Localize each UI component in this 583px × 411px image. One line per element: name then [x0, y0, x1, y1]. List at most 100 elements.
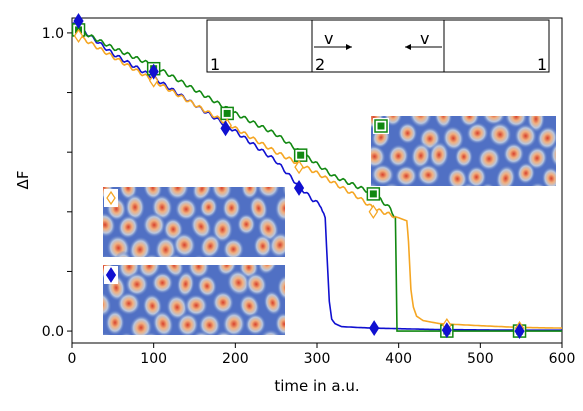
y-tick-label: 0.0 [42, 324, 64, 340]
data-point [148, 73, 159, 88]
pattern-blob [249, 195, 269, 222]
pattern-blob [561, 79, 583, 110]
thumbnail-markers [104, 118, 389, 284]
pattern-blob [434, 116, 453, 130]
x-tick-label: 0 [68, 351, 77, 367]
pattern-blob [199, 233, 222, 257]
pattern-blob [536, 125, 556, 151]
pattern-blob [221, 195, 242, 221]
pattern-blob [495, 164, 516, 186]
inset-label-2: 2 [315, 55, 325, 74]
pattern-blob [211, 187, 233, 202]
pattern-blob [244, 313, 267, 335]
pattern-blob [151, 271, 174, 295]
data-point-inner [369, 190, 377, 198]
pattern-blob [459, 116, 480, 128]
pattern-blob [226, 269, 251, 297]
x-tick-label: 500 [467, 351, 494, 367]
pattern-blob [514, 123, 538, 149]
pattern-blob [559, 164, 583, 193]
inset-label-v-left: v [420, 29, 429, 48]
pattern-blob [371, 144, 386, 169]
data-point [220, 120, 231, 137]
pattern-blob [488, 121, 513, 148]
pattern-blob [394, 164, 418, 186]
inset-label-v-right: v [324, 29, 333, 48]
x-tick-label: 400 [385, 351, 412, 367]
pattern-blob [245, 272, 268, 297]
pattern-blob [481, 116, 506, 126]
pattern-blob [190, 213, 212, 240]
pattern-blob [184, 293, 209, 317]
series-markers [71, 13, 527, 339]
x-tick-label: 300 [304, 351, 331, 367]
pattern-thumbnail-green [371, 79, 583, 193]
pattern-blob [222, 237, 245, 257]
pattern-blob [253, 234, 273, 257]
pattern-thumbnail-blue [103, 265, 285, 335]
pattern-blob [504, 116, 528, 129]
data-point [73, 28, 84, 44]
data-point [148, 63, 159, 80]
pattern-blob [187, 265, 210, 279]
pattern-blob [238, 293, 260, 319]
data-point-inner [297, 151, 305, 159]
pattern-blob [257, 265, 278, 275]
pattern-blob [116, 291, 141, 316]
pattern-blob [163, 265, 185, 279]
pattern-blob [143, 187, 163, 201]
pattern-blob [103, 291, 112, 318]
pattern-blob [117, 214, 140, 240]
data-point [106, 190, 116, 206]
pattern-blob [196, 274, 218, 298]
data-point-inner [377, 122, 385, 130]
pattern-blob [263, 290, 283, 316]
pattern-blob [165, 294, 189, 321]
pattern-blob [541, 166, 556, 186]
pattern-blob [563, 121, 583, 151]
pattern-blob [256, 187, 281, 199]
pattern-blob [516, 162, 536, 185]
y-axis: 0.0 1.0 [42, 26, 72, 340]
pattern-blob [371, 163, 395, 186]
pattern-blob [416, 163, 441, 186]
pattern-blob [176, 270, 195, 298]
pattern-blob [268, 231, 285, 257]
data-point [368, 204, 379, 219]
pattern-blob [502, 142, 525, 166]
x-tick-label: 200 [222, 351, 249, 367]
pattern-blob [166, 187, 190, 201]
pattern-blob [466, 121, 489, 145]
pattern-blob [103, 212, 116, 238]
pattern-thumbnail-orange [103, 187, 285, 257]
x-axis-label: time in a.u. [274, 377, 359, 395]
x-tick-label: 600 [549, 351, 576, 367]
pattern-blob [174, 197, 198, 221]
pattern-blob [124, 193, 146, 221]
inset-diagram: 1 2 v v 1 [206, 19, 550, 74]
data-point [294, 159, 304, 175]
pattern-blob [274, 194, 285, 222]
data-point [105, 267, 117, 283]
inset-label-right: 1 [537, 55, 547, 74]
data-point [73, 13, 84, 29]
pattern-blob [549, 141, 556, 169]
pattern-blob [477, 146, 501, 172]
y-axis-label: ΔF [14, 171, 32, 190]
pattern-blob [216, 265, 237, 277]
pattern-blob [454, 145, 474, 169]
y-tick-label: 1.0 [42, 26, 64, 42]
pattern-blob [222, 310, 246, 335]
x-axis: 0 100 200 300 400 500 600 [68, 343, 576, 367]
data-point [293, 180, 305, 196]
pattern-blob [191, 187, 213, 202]
pattern-blob [410, 142, 432, 170]
pattern-blob [397, 122, 418, 145]
pattern-blob [428, 141, 450, 169]
pattern-blob [152, 310, 174, 335]
pattern-blob [125, 272, 149, 297]
pattern-blob [408, 116, 433, 129]
data-point-inner [223, 109, 231, 117]
pattern-blob [176, 312, 199, 335]
